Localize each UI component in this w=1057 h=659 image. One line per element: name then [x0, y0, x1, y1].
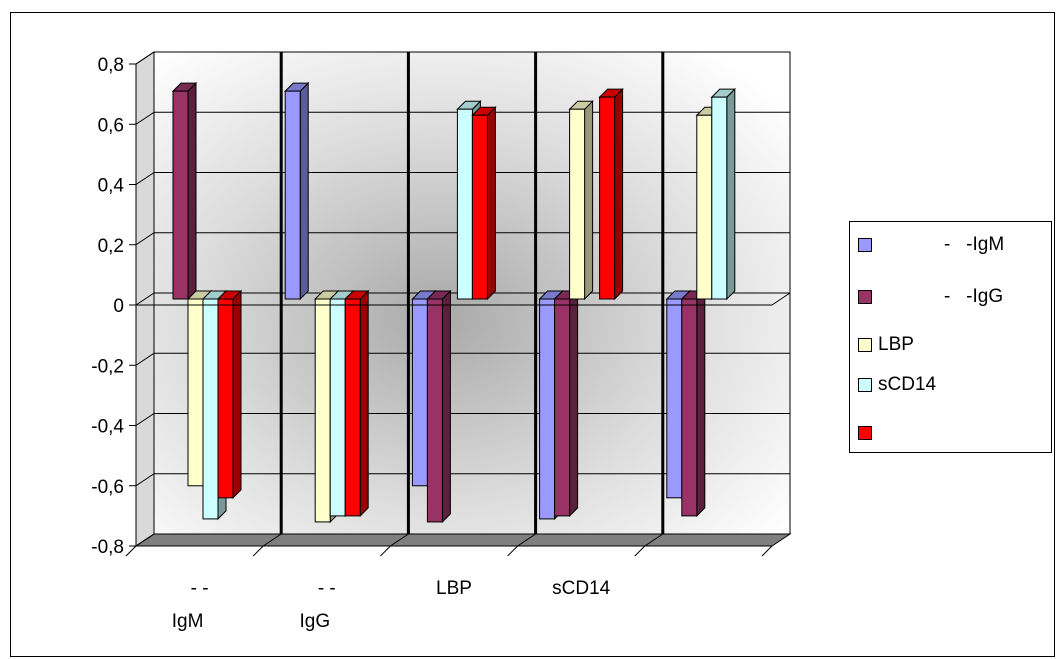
y-tick-label: -0,6	[91, 477, 124, 498]
bar-front	[599, 96, 616, 300]
bar-side	[187, 81, 197, 301]
x-tick-mark	[252, 545, 264, 557]
gridline-side	[135, 111, 155, 125]
bar-front	[456, 108, 473, 300]
bar-0-1	[283, 81, 310, 301]
bar-front	[681, 298, 698, 517]
bar-front	[426, 298, 443, 523]
category-divider-floor	[644, 533, 664, 547]
bar-side	[441, 289, 451, 524]
bar-side	[614, 87, 624, 301]
bar-side	[584, 100, 594, 301]
gridline-side	[135, 352, 155, 366]
legend-swatch	[858, 238, 872, 252]
floor	[134, 533, 792, 547]
gridline-side	[135, 292, 155, 306]
bar-front	[471, 114, 488, 300]
legend-swatch	[858, 290, 872, 304]
x-tick-mark	[507, 545, 518, 557]
x-tick-mark	[380, 545, 391, 557]
y-tick-label: 0,6	[98, 115, 124, 136]
gridline-side	[135, 473, 155, 487]
bar-3-4	[710, 87, 737, 301]
category-divider-floor	[517, 533, 536, 547]
legend-label: sCD14	[878, 374, 937, 395]
x-category-label-line2: IgM	[172, 611, 204, 632]
y-tick-label: 0,4	[98, 176, 125, 197]
gridline-side	[135, 232, 155, 246]
bar-side	[486, 106, 496, 301]
zero-line-edge	[771, 292, 791, 306]
bar-4-0	[216, 289, 243, 500]
gridline-side	[135, 51, 155, 65]
bar-1-4	[680, 289, 707, 518]
y-tick-label: -0,8	[91, 537, 124, 558]
bar-front	[411, 298, 428, 487]
y-tick-label: 0,2	[98, 236, 124, 257]
bar-side	[359, 289, 369, 518]
bar-front	[539, 298, 556, 520]
legend-label: LBP	[878, 334, 914, 355]
category-divider-floor	[262, 533, 282, 547]
bar-front	[314, 298, 331, 523]
bar-2-3	[568, 100, 594, 301]
x-category-label: sCD14	[552, 578, 611, 599]
bar-front	[666, 298, 683, 499]
y-tick-label: -0,2	[91, 356, 124, 377]
bar-4-1	[343, 289, 370, 518]
legend: - -IgM - -IgG LBP sCD14	[849, 221, 1052, 453]
x-category-label: LBP	[436, 578, 472, 599]
x-category-label-line2: IgG	[299, 611, 330, 632]
bar-front	[284, 90, 301, 300]
bar-front	[344, 298, 361, 517]
bar-front	[554, 298, 571, 517]
y-tick-label: -0,4	[91, 417, 124, 438]
bar-front	[172, 90, 189, 300]
bar-front	[187, 298, 204, 487]
bar-side	[569, 289, 579, 518]
gridline-side	[135, 533, 155, 547]
bar-1-3	[553, 289, 579, 518]
legend-swatch	[858, 338, 872, 352]
y-tick-label: 0,8	[98, 55, 124, 76]
bar-front	[329, 298, 346, 517]
legend-label: - -IgM	[944, 234, 1005, 255]
category-divider-floor	[390, 533, 409, 547]
bar-1-0	[171, 81, 198, 301]
bar-front	[711, 96, 728, 300]
bar-side	[726, 87, 736, 301]
y-tick-label: 0	[113, 296, 124, 317]
legend-swatch	[858, 426, 872, 440]
bar-1-2	[426, 289, 452, 524]
bar-front	[696, 114, 713, 300]
legend-swatch	[858, 378, 872, 392]
x-category-label: - -	[191, 578, 209, 599]
gridline-side	[135, 172, 155, 185]
bar-4-2	[471, 106, 497, 301]
bar-front	[202, 298, 219, 520]
x-tick-mark	[634, 545, 646, 557]
bar-side	[232, 289, 242, 500]
legend-label: - -IgG	[944, 286, 1004, 307]
bar-side	[696, 289, 706, 518]
bar-front	[217, 298, 234, 499]
bar-side	[299, 81, 309, 301]
x-tick-mark	[761, 545, 773, 557]
gridline-side	[135, 413, 155, 426]
chart-frame	[10, 12, 1055, 657]
bar-4-3	[598, 87, 624, 301]
x-tick-mark	[125, 545, 137, 557]
bar-front	[569, 108, 586, 300]
x-category-label: - -	[318, 578, 336, 599]
